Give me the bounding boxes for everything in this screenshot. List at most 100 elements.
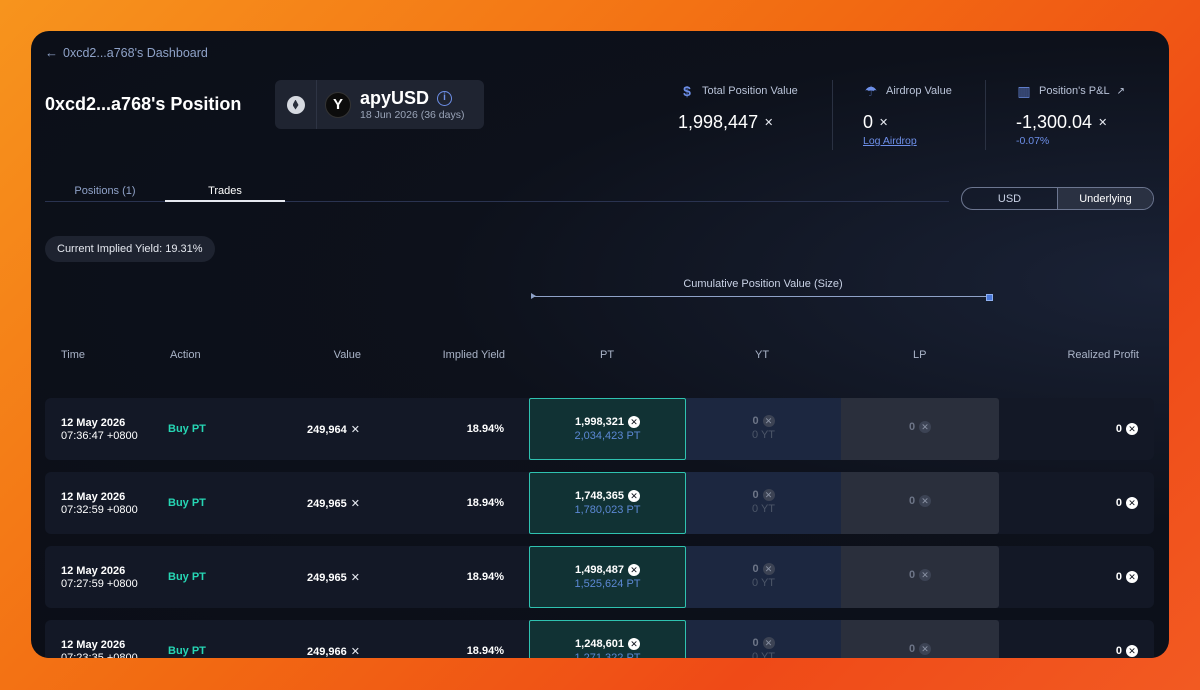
token-x-icon: ✕: [1126, 571, 1138, 583]
airdrop-amount: 0: [863, 112, 874, 132]
maturity-date: 18 Jun 2026 (36 days): [360, 109, 465, 121]
column-implied-yield: Implied Yield: [442, 349, 505, 361]
tab-bar: Positions (1) Trades: [45, 182, 949, 202]
pt-cell: 1,998,321 ✕ 2,034,423 PT: [529, 398, 686, 460]
table-row[interactable]: 12 May 2026 07:32:59 +0800 Buy PT 249,96…: [45, 472, 1154, 534]
pnl-amount: -1,300.04: [1016, 112, 1093, 132]
yt-value: 0 ✕: [686, 637, 841, 649]
stat-divider: [985, 80, 986, 150]
yt-cell: 0 ✕ 0 YT: [686, 398, 841, 460]
pt-amount: 1,780,023 PT: [574, 504, 641, 516]
toggle-usd[interactable]: USD: [962, 188, 1058, 209]
yt-value-amount: 0: [752, 415, 759, 427]
lp-cell: 0 ✕: [841, 472, 999, 534]
token-x-icon: ✕: [762, 489, 775, 501]
token-x-icon: ✕: [919, 495, 932, 507]
tab-trades[interactable]: Trades: [165, 182, 285, 202]
table-row[interactable]: 12 May 2026 07:27:59 +0800 Buy PT 249,96…: [45, 546, 1154, 608]
column-time: Time: [61, 349, 86, 361]
total-position-amount: 1,998,447: [678, 112, 759, 132]
trade-action: Buy PT: [168, 571, 206, 583]
realized-profit: 0 ✕: [1116, 423, 1138, 435]
trade-action: Buy PT: [168, 497, 206, 509]
trade-action: Buy PT: [168, 645, 206, 657]
trade-value-amount: 249,964: [307, 423, 347, 436]
currency-toggle: USD Underlying: [961, 187, 1154, 210]
realized-profit-amount: 0: [1115, 571, 1122, 583]
yt-cell: 0 ✕ 0 YT: [686, 546, 841, 608]
column-lp: LP: [913, 349, 927, 361]
trade-date: 12 May 2026: [61, 417, 126, 429]
implied-yield-badge: Current Implied Yield: 19.31%: [45, 236, 215, 262]
page-title: 0xcd2...a768's Position: [45, 94, 242, 114]
log-airdrop-link[interactable]: Log Airdrop: [863, 135, 917, 147]
airdrop-stat: ☂ Airdrop Value 0 ✕ Log Airdrop: [863, 83, 952, 148]
token-name-text: apyUSD: [360, 88, 430, 108]
token-x-icon: ✕: [627, 490, 640, 502]
yt-amount: 0 YT: [751, 577, 776, 589]
trade-date: 12 May 2026: [61, 565, 126, 577]
lp-value-amount: 0: [908, 495, 916, 507]
external-link-icon[interactable]: ↗: [1116, 85, 1125, 97]
back-to-dashboard-link[interactable]: ← 0xcd2...a768's Dashboard: [45, 45, 208, 60]
airdrop-label-row: ☂ Airdrop Value: [863, 83, 952, 99]
total-position-stat: $ Total Position Value 1,998,447 ✕: [678, 83, 798, 133]
dollar-icon: $: [683, 83, 691, 99]
total-position-label-row: $ Total Position Value: [679, 83, 798, 99]
pt-value: 1,248,601 ✕: [530, 638, 685, 650]
token-x-icon: ✕: [350, 572, 360, 584]
yt-cell: 0 ✕ 0 YT: [686, 472, 841, 534]
trade-value: 249,966 ✕: [307, 645, 360, 659]
airdrop-value: 0 ✕: [863, 112, 952, 133]
token-x-icon: ✕: [762, 563, 775, 575]
app-window: ← 0xcd2...a768's Dashboard 0xcd2...a768'…: [31, 31, 1169, 658]
yt-value: 0 ✕: [686, 415, 841, 427]
pnl-label-row[interactable]: ▥ Position's P&L ↗: [1016, 83, 1125, 99]
trade-value: 249,964 ✕: [307, 423, 360, 437]
pt-amount: 2,034,423 PT: [574, 430, 641, 442]
lp-value: 0 ✕: [841, 569, 999, 581]
yt-cell: 0 ✕ 0 YT: [686, 620, 841, 658]
chain-selector[interactable]: [275, 80, 317, 129]
realized-profit-amount: 0: [1115, 423, 1122, 435]
yt-value: 0 ✕: [686, 489, 841, 501]
token-x-icon: ✕: [919, 643, 932, 655]
lp-value: 0 ✕: [841, 421, 999, 433]
realized-profit: 0 ✕: [1116, 497, 1138, 509]
pnl-stat: ▥ Position's P&L ↗ -1,300.04 ✕ -0.07%: [1016, 83, 1125, 148]
yt-amount: 0 YT: [751, 651, 776, 658]
realized-profit-amount: 0: [1115, 497, 1122, 509]
yt-value-amount: 0: [752, 637, 759, 649]
column-action: Action: [170, 349, 201, 361]
token-x-icon: ✕: [919, 421, 932, 433]
token-x-icon: ✕: [350, 646, 360, 658]
pt-amount: 1,525,624 PT: [574, 578, 641, 590]
trade-implied-yield: 18.94%: [466, 645, 504, 657]
table-row[interactable]: 12 May 2026 07:36:47 +0800 Buy PT 249,96…: [45, 398, 1154, 460]
lp-cell: 0 ✕: [841, 398, 999, 460]
toggle-underlying[interactable]: Underlying: [1058, 188, 1153, 209]
trade-value-amount: 249,965: [307, 497, 347, 510]
tab-positions[interactable]: Positions (1): [74, 185, 136, 197]
cumulative-range-line: [531, 293, 993, 301]
airdrop-label: Airdrop Value: [886, 85, 952, 97]
lp-value-amount: 0: [908, 569, 916, 581]
asset-card[interactable]: Y apyUSD i 18 Jun 2026 (36 days): [275, 80, 484, 129]
trade-value-amount: 249,965: [307, 571, 347, 584]
info-icon[interactable]: i: [437, 90, 453, 106]
table-row[interactable]: 12 May 2026 07:23:35 +0800 Buy PT 249,96…: [45, 620, 1154, 658]
pt-value: 1,998,321 ✕: [530, 416, 685, 428]
pt-amount: 1,271,322 PT: [574, 652, 641, 658]
trade-date: 12 May 2026: [61, 491, 126, 503]
token-x-icon: ✕: [350, 498, 360, 510]
pt-value: 1,748,365 ✕: [530, 490, 685, 502]
lp-cell: 0 ✕: [841, 546, 999, 608]
yt-amount: 0 YT: [751, 429, 776, 441]
pt-cell: 1,248,601 ✕ 1,271,322 PT: [529, 620, 686, 658]
yt-value: 0 ✕: [686, 563, 841, 575]
pt-value: 1,498,487 ✕: [530, 564, 685, 576]
token-x-icon: ✕: [762, 637, 775, 649]
column-value: Value: [333, 349, 361, 361]
trade-value: 249,965 ✕: [307, 497, 360, 511]
pt-cell: 1,498,487 ✕ 1,525,624 PT: [529, 546, 686, 608]
